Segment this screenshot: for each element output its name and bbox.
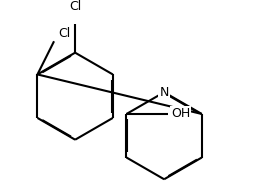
Text: Cl: Cl [58, 27, 70, 40]
Text: Cl: Cl [69, 0, 81, 13]
Text: OH: OH [171, 107, 190, 120]
Text: N: N [159, 86, 169, 99]
